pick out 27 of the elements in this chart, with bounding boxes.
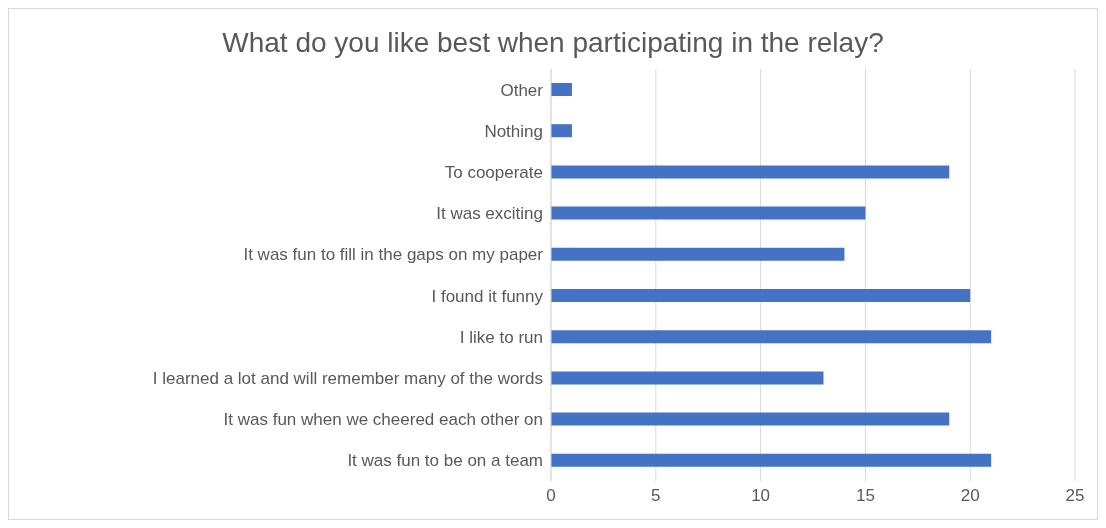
bar <box>551 124 572 138</box>
bar <box>551 206 866 220</box>
bar <box>551 289 971 302</box>
bar <box>551 165 950 179</box>
bar <box>551 412 950 426</box>
bar <box>551 83 572 96</box>
bar <box>551 453 992 467</box>
bar <box>551 247 845 261</box>
y-tick-label: I found it funny <box>431 286 544 306</box>
y-tick-label: It was fun to fill in the gaps on my paper <box>243 245 544 265</box>
y-tick-label: It was fun when we cheered each other on <box>223 410 543 430</box>
y-tick-label: It was fun to be on a team <box>347 451 543 471</box>
chart-title: What do you like best when participating in the relay? <box>221 26 885 60</box>
x-tick-label: 15 <box>855 486 875 506</box>
x-tick-label: 20 <box>960 486 980 506</box>
bar <box>551 371 824 385</box>
x-tick-label: 25 <box>1065 486 1085 506</box>
x-tick-label: 0 <box>546 486 556 506</box>
bar <box>551 330 992 344</box>
y-tick-label: I learned a lot and will remember many of the words <box>152 369 543 389</box>
x-tick-label: 5 <box>651 486 661 506</box>
y-tick-label: I like to run <box>459 327 543 347</box>
x-tick-label: 10 <box>751 486 771 506</box>
y-tick-label: It was exciting <box>436 204 543 224</box>
y-tick-label: Other <box>500 80 544 100</box>
y-tick-label: Nothing <box>484 121 543 141</box>
y-tick-label: To cooperate <box>444 163 543 183</box>
